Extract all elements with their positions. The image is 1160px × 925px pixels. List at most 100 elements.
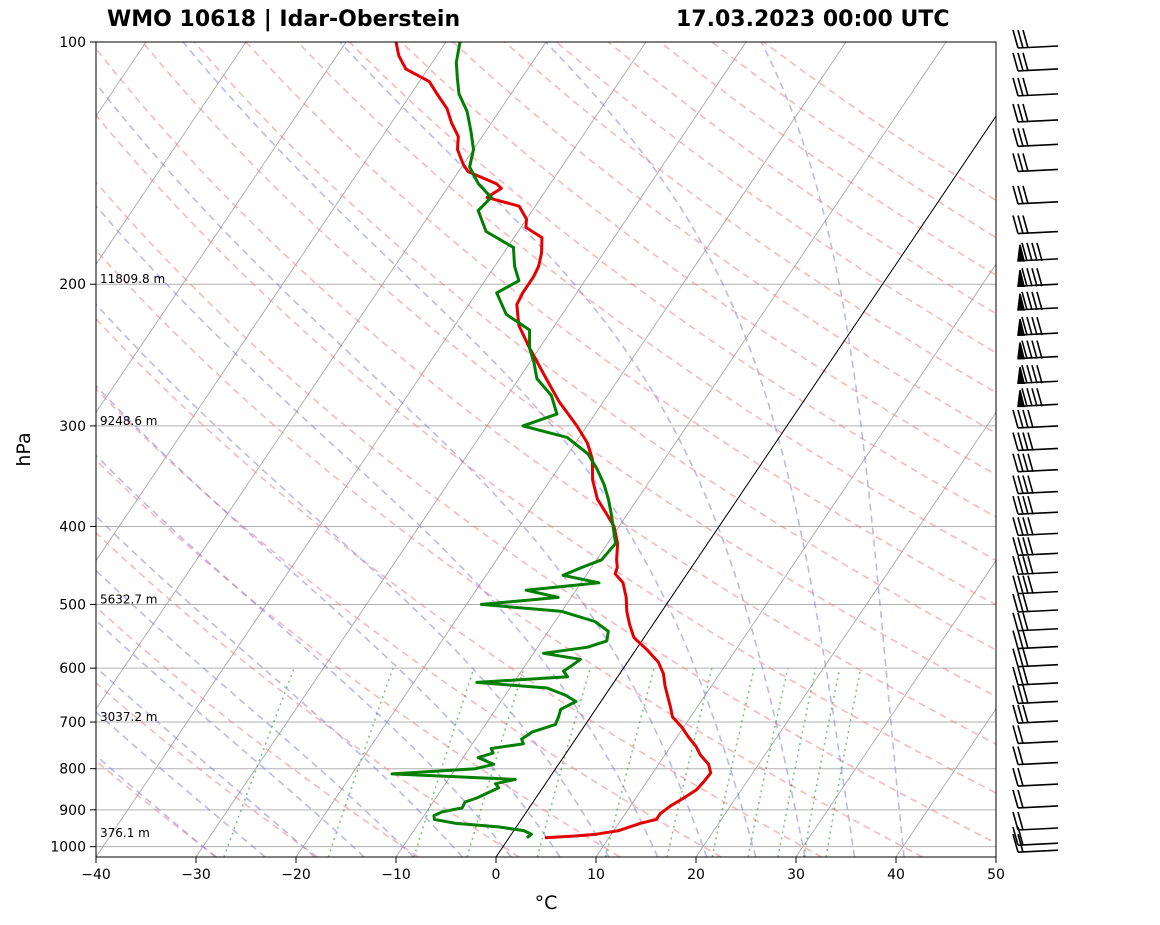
barb-staff	[1017, 230, 1059, 235]
wind-barb	[1012, 556, 1059, 576]
y-tick-label: 800	[59, 762, 86, 778]
wind-barb	[1012, 495, 1059, 515]
isotherm-line	[96, 42, 247, 265]
barb-feather	[1022, 29, 1029, 49]
barb-feather	[1022, 475, 1029, 494]
barb-feather	[1012, 789, 1019, 809]
y-tick-label: 300	[59, 419, 86, 435]
barb-staff	[1017, 627, 1059, 632]
barb-feather	[1022, 666, 1029, 686]
height-label: 376.1 m	[100, 826, 150, 840]
mixing-ratio-line	[666, 668, 713, 857]
barb-feather	[1031, 316, 1038, 336]
y-tick-label: 600	[59, 661, 86, 677]
dry-adiabat	[96, 605, 419, 857]
barb-feather	[1017, 789, 1024, 809]
barb-feather	[1021, 340, 1028, 359]
moist-adiabat	[96, 82, 708, 857]
barb-feather	[1027, 495, 1034, 515]
isotherm-line	[895, 708, 996, 857]
wind-barb	[1012, 746, 1059, 766]
mixing-ratio-line	[711, 668, 756, 857]
isotherm-line	[96, 42, 547, 710]
wind-barb	[1012, 537, 1059, 557]
barb-feather	[1012, 826, 1019, 846]
barb-feather	[1027, 556, 1034, 575]
dewpoint-profile	[390, 42, 618, 839]
barb-feather	[1022, 575, 1029, 594]
wind-barb	[1012, 826, 1059, 846]
mixing-ratio-line	[777, 668, 817, 857]
dry-adiabat	[96, 181, 996, 845]
moist-adiabat	[96, 754, 216, 857]
dry-adiabat	[504, 42, 996, 394]
x-axis-label: °C	[535, 892, 558, 914]
barb-staff	[1017, 201, 1059, 205]
barb-feather	[1017, 432, 1024, 451]
barb-feather	[1012, 128, 1019, 147]
barb-feather	[1012, 685, 1019, 704]
barb-staff	[1017, 168, 1059, 173]
y-tick-label: 700	[59, 715, 86, 731]
wind-barb	[1017, 268, 1059, 288]
barb-feather	[1017, 746, 1024, 765]
height-label: 3037.2 m	[100, 710, 158, 724]
moist-adiabat	[96, 303, 610, 857]
barb-staff	[1017, 783, 1059, 787]
isotherm-line	[96, 42, 347, 414]
barb-feather	[1017, 826, 1024, 846]
mixing-ratio-line	[466, 667, 525, 857]
barb-staff	[1017, 45, 1059, 49]
height-label: 11809.8 m	[100, 272, 165, 286]
barb-feather	[1012, 537, 1019, 556]
barb-feather	[1012, 29, 1019, 49]
x-tick-label: 10	[587, 867, 605, 883]
wind-barb	[1017, 316, 1059, 336]
y-tick-label: 200	[59, 277, 86, 293]
wind-barb	[1012, 185, 1059, 205]
barb-feather	[1036, 388, 1043, 407]
barb-feather	[1022, 153, 1029, 172]
y-axis-label: hPa	[13, 432, 35, 466]
isotherm-line	[395, 42, 947, 857]
dry-adiabat	[96, 459, 621, 857]
barb-staff	[1017, 849, 1059, 853]
mixing-ratio-line	[413, 667, 475, 857]
x-tick-label: 40	[887, 867, 905, 883]
isotherm-line	[595, 263, 996, 857]
barb-feather	[1017, 648, 1024, 667]
barb-feather	[1017, 725, 1024, 744]
x-tick-label: −10	[381, 867, 411, 883]
barb-feather	[1027, 409, 1034, 429]
barb-flag	[1017, 390, 1026, 408]
barb-feather	[1017, 185, 1024, 205]
plot-frame	[95, 41, 997, 858]
wind-barb	[1012, 432, 1059, 452]
barb-feather	[1021, 365, 1028, 384]
barb-feather	[1017, 612, 1024, 631]
barb-feather	[1012, 495, 1019, 515]
isotherm-line	[195, 42, 747, 857]
wind-barb	[1017, 291, 1059, 311]
barb-feather	[1012, 593, 1019, 613]
barb-feather	[1027, 517, 1034, 536]
wind-barb	[1012, 77, 1059, 97]
barb-feather	[1022, 77, 1029, 97]
barb-staff	[1017, 143, 1059, 148]
barb-feather	[1017, 153, 1024, 172]
barb-feather	[1017, 630, 1024, 649]
x-tick-label: −20	[281, 867, 311, 883]
barb-feather	[1026, 291, 1033, 311]
barb-staff	[1017, 468, 1059, 473]
wind-barb	[1012, 811, 1059, 831]
barb-feather	[1031, 242, 1038, 262]
barb-feather	[1017, 593, 1024, 613]
barb-feather	[1026, 340, 1033, 359]
barb-feather	[1027, 575, 1034, 594]
mixing-ratio-line	[327, 667, 394, 857]
wind-barb	[1012, 725, 1059, 745]
moist-adiabat	[96, 204, 659, 857]
mixing-ratio-line	[802, 668, 841, 857]
barb-feather	[1021, 316, 1028, 336]
